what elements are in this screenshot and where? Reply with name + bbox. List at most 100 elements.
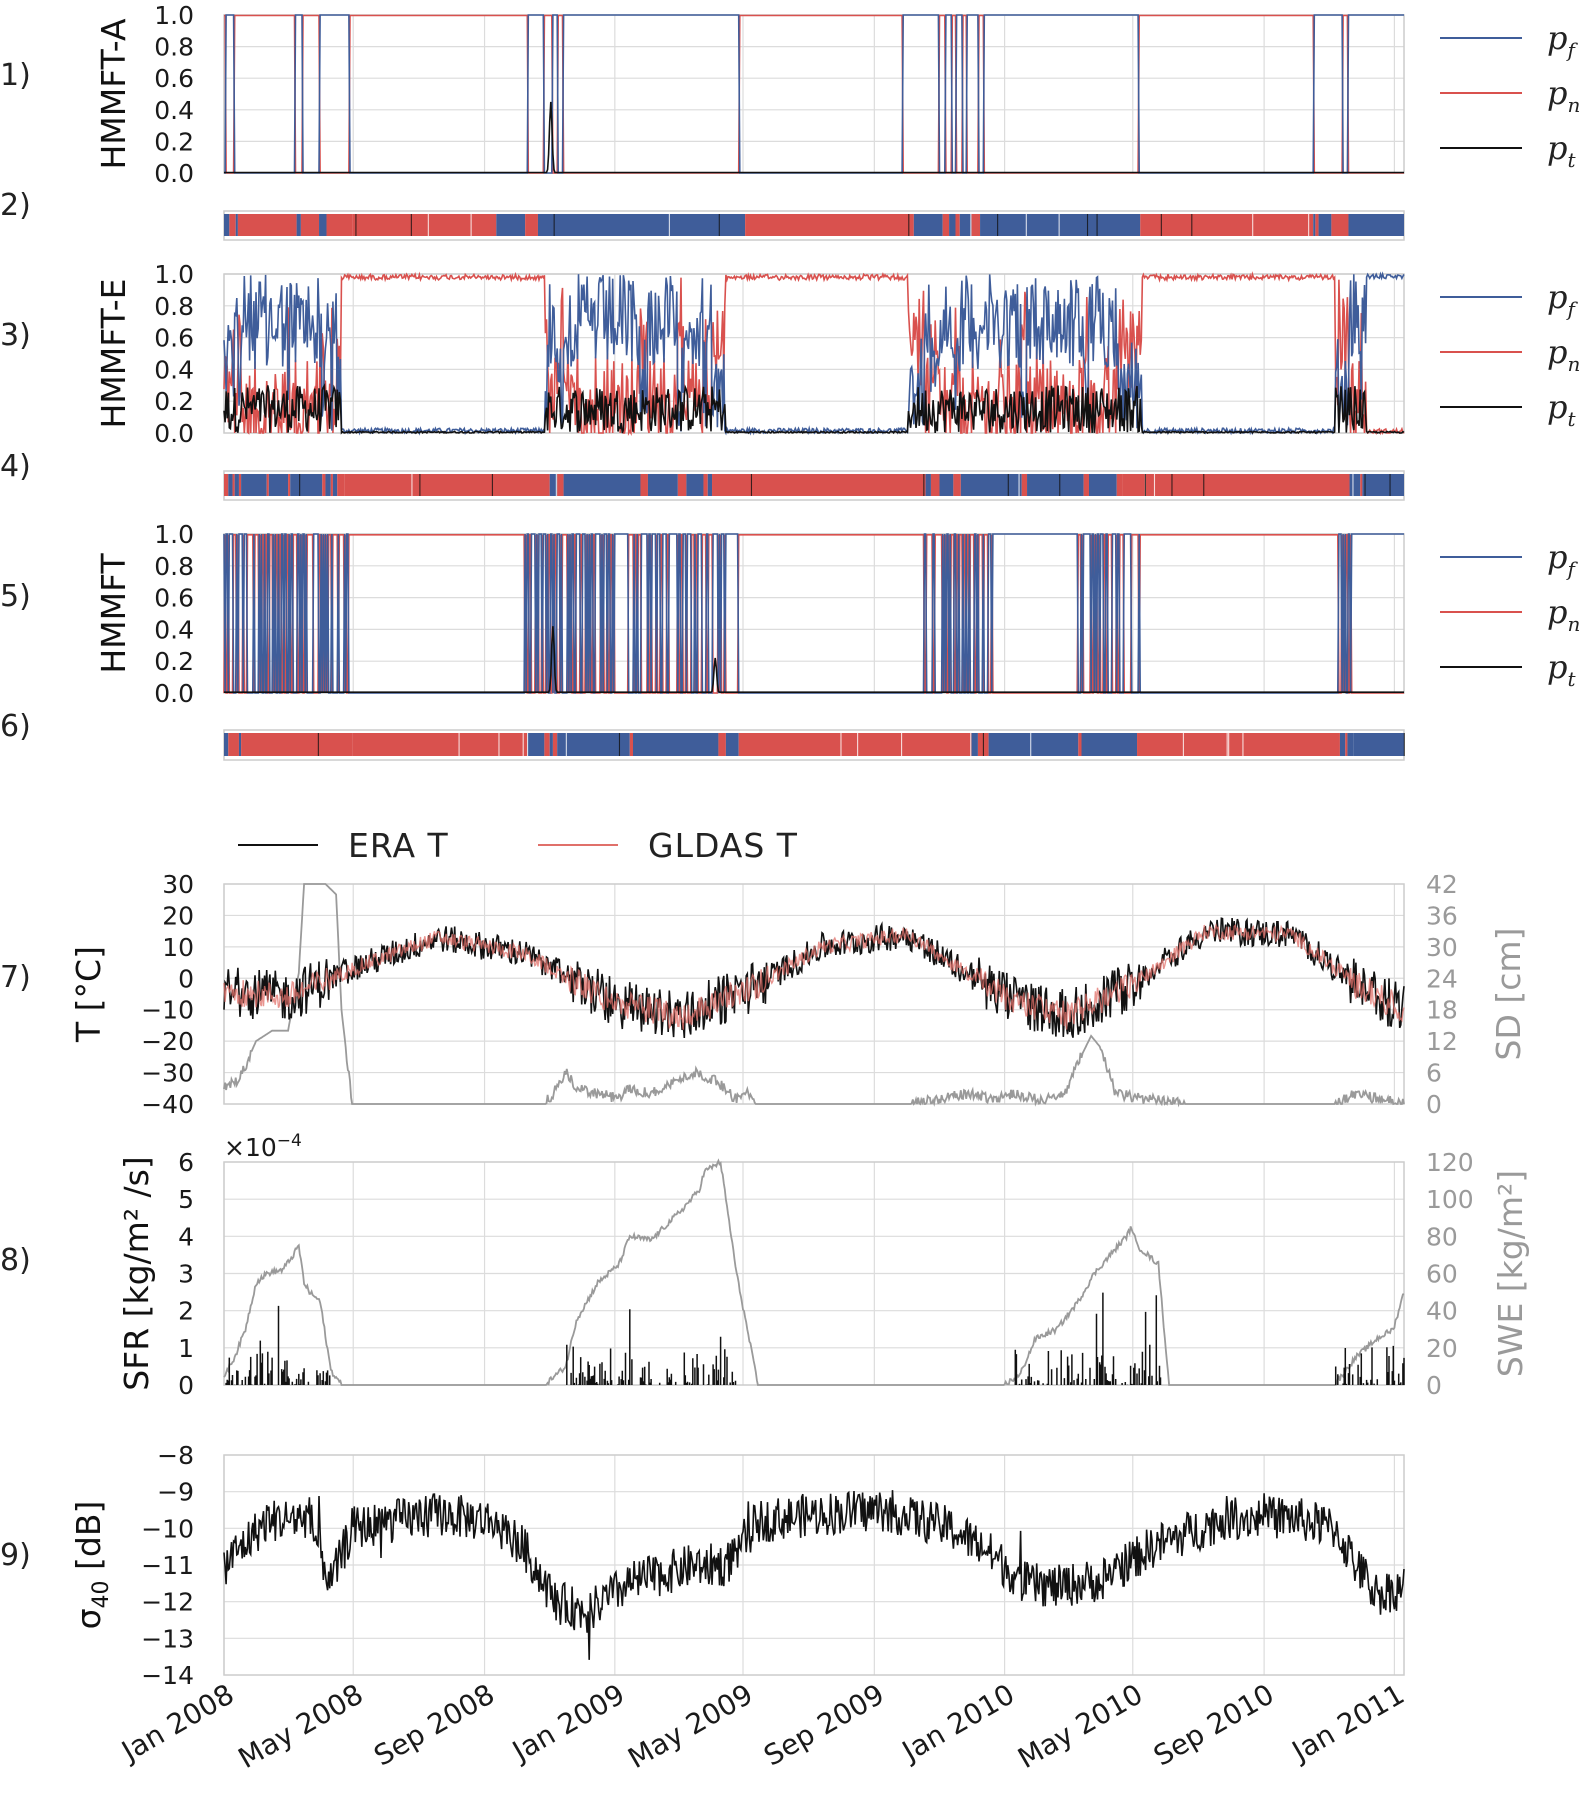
panel4-segment-32 (1027, 474, 1084, 496)
panel4-mark-3 (1171, 474, 1173, 496)
panel6-mark-6 (901, 733, 903, 756)
panel6-mark-13 (1242, 733, 1244, 756)
panel4-segment-30 (960, 474, 1022, 496)
panel2-number: 2) (0, 188, 31, 223)
panel4-segment-23 (703, 474, 708, 496)
panel6-mark-15 (1228, 733, 1230, 756)
panel2-segment-18 (971, 214, 981, 236)
panel6-mark-2 (970, 733, 972, 756)
panel6-segment-19 (1081, 733, 1138, 756)
panel4-segment-7 (268, 474, 289, 496)
panel4-segment-29 (953, 474, 961, 496)
panel1-ytick-2: 0.4 (154, 96, 194, 125)
panel9-ylabel: σ40 [dB] (69, 1501, 114, 1630)
panel9-ytick-2: −12 (141, 1588, 194, 1617)
panel4-segment-21 (677, 474, 687, 496)
panel3-ytick-3: 0.6 (154, 324, 194, 353)
panel1-ytick-4: 0.8 (154, 33, 194, 62)
panel9-ytick-5: −9 (157, 1478, 194, 1507)
panel6-mark-11 (522, 733, 524, 756)
panel7-ytick-2: −20 (141, 1027, 194, 1056)
panel4-segment-36 (1122, 474, 1350, 496)
panel4-segment-27 (930, 474, 940, 496)
panel4-segment-26 (925, 474, 931, 496)
panel2-mark-3 (427, 214, 429, 236)
panel4-mark-8 (491, 474, 493, 496)
panel5-ytick-3: 0.6 (154, 584, 194, 613)
panel6-mark-16 (1182, 733, 1184, 756)
panel8-y2label: SWE [kg/m²] (1491, 1170, 1530, 1377)
panel1-series-pt (224, 101, 1404, 174)
panel6-segment-5 (527, 733, 545, 756)
panel3-frame (223, 273, 1405, 434)
panel4-segment-15 (344, 474, 550, 496)
panel4-segment-9 (290, 474, 323, 496)
panel6-segment-22 (1345, 733, 1348, 756)
panel7-axes (223, 883, 1405, 1105)
panel8-ytick-5: 5 (178, 1185, 194, 1214)
panel8-series-sfr (225, 1292, 1405, 1385)
panel4-segment-12 (330, 474, 333, 496)
panel7-y2tick-3: 18 (1426, 996, 1458, 1025)
panel8-number: 8) (0, 1243, 31, 1278)
panel1-axes (223, 14, 1405, 174)
panel8-ylabel: SFR [kg/m² /s] (117, 1156, 156, 1390)
panel3-series-pn (223, 271, 1405, 437)
panel8-y2tick-3: 60 (1426, 1260, 1458, 1289)
panel4-number: 4) (0, 449, 31, 484)
panel1-ylabel: HMMFT-A (94, 18, 133, 169)
panel3-series-pf (223, 271, 1405, 436)
panel2-segment-0 (224, 214, 230, 236)
panel2-segment-11 (537, 214, 746, 236)
panel7-y2label: SD [cm] (1489, 928, 1528, 1061)
panel2-segment-13 (913, 214, 943, 236)
panel1-legend-2: pt (1547, 129, 1576, 172)
panel7-ytick-5: 10 (162, 933, 194, 962)
panel3-axes (223, 273, 1405, 434)
panel6-segment-20 (1137, 733, 1340, 756)
panel2-mark-10 (355, 214, 357, 236)
panel4-segment-34 (1088, 474, 1117, 496)
panel5-series-pn (223, 534, 1404, 694)
panel7-y2tick-2: 12 (1426, 1027, 1458, 1056)
panel6-segment-10 (629, 733, 633, 756)
panel2-mark-0 (997, 214, 999, 236)
panel2-segment-12 (745, 214, 914, 236)
panel4-mark-0 (1007, 474, 1009, 496)
panel2-segment-1 (229, 214, 236, 236)
panel3-series-pt (223, 383, 1405, 435)
panel6-mark-3 (565, 733, 567, 756)
x-tick-5: Sep 2009 (758, 1677, 890, 1772)
panel7-ytick-6: 20 (162, 901, 194, 930)
panel6-segment-11 (632, 733, 719, 756)
panel9-number: 9) (0, 1538, 31, 1573)
panel4-segment-31 (1021, 474, 1028, 496)
panel2-segment-22 (1315, 214, 1319, 236)
panel2-mark-11 (1086, 214, 1089, 236)
panel9-ytick-4: −10 (141, 1514, 194, 1543)
panel2-segment-6 (319, 214, 327, 236)
panel7-y2tick-4: 24 (1426, 964, 1458, 993)
panel4-segment-6 (266, 474, 269, 496)
panel4-segment-5 (241, 474, 267, 496)
panel8-y2tick-4: 80 (1426, 1222, 1458, 1251)
panel6-segment-9 (557, 733, 630, 756)
panel6-mark-0 (458, 733, 460, 756)
panel5-frame (223, 533, 1405, 694)
panel9-ytick-1: −13 (141, 1624, 194, 1653)
panel7-ytick-0: −40 (141, 1090, 194, 1119)
panel7-y2tick-6: 36 (1426, 901, 1458, 930)
panel2-segment-9 (496, 214, 526, 236)
panel3-legend-2: pt (1547, 388, 1576, 431)
panel1-ytick-0: 0.0 (154, 159, 194, 188)
panel1-ytick-3: 0.6 (154, 64, 194, 93)
panel5-ytick-4: 0.8 (154, 552, 194, 581)
panel3-ytick-5: 1.0 (154, 260, 194, 289)
panel9-axes (223, 1454, 1405, 1676)
panel4-segment-33 (1083, 474, 1089, 496)
panel6-segment-23 (1347, 733, 1354, 756)
panel2-segment-16 (955, 214, 960, 236)
panel5-ytick-1: 0.2 (154, 647, 194, 676)
panel8-y2tick-1: 20 (1426, 1334, 1458, 1363)
x-tick-7: May 2010 (1012, 1677, 1148, 1775)
